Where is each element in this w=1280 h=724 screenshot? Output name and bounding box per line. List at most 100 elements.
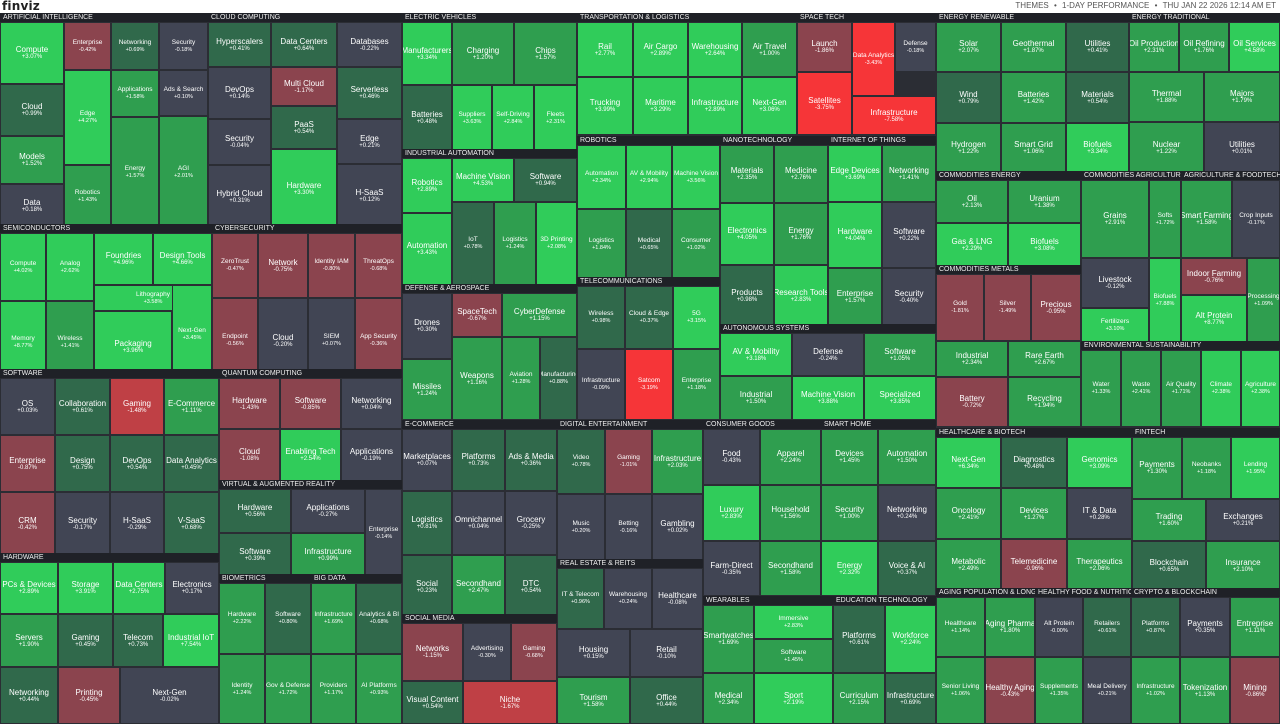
- tile-machine-vision[interactable]: Machine Vision +3.88%: [792, 376, 864, 420]
- tile-waste[interactable]: Waste +2.41%: [1121, 350, 1161, 427]
- tile-processing[interactable]: Processing +1.09%: [1247, 258, 1280, 343]
- tile-hardware[interactable]: Hardware +0.56%: [219, 489, 291, 533]
- tile-cloud[interactable]: Cloud -1.08%: [219, 429, 280, 481]
- tile-software[interactable]: Software +0.80%: [265, 583, 311, 654]
- tile-networks[interactable]: Networks -1.15%: [402, 623, 463, 681]
- tile-it-and-telecom[interactable]: IT & Telecom +0.96%: [557, 568, 604, 629]
- tile-softs[interactable]: Softs +1.72%: [1149, 180, 1181, 258]
- tile-next-gen[interactable]: Next-Gen +3.06%: [742, 77, 797, 135]
- tile-climate[interactable]: Climate +2.38%: [1201, 350, 1241, 427]
- sector-title[interactable]: CONSUMER GOODS: [703, 420, 821, 429]
- tile-enterprise[interactable]: Enterprise -0.87%: [0, 435, 55, 492]
- tile-neobanks[interactable]: Neobanks +1.18%: [1182, 437, 1231, 499]
- tile-launch[interactable]: Launch -1.86%: [797, 22, 852, 72]
- tile-crop-inputs[interactable]: Crop Inputs -0.17%: [1232, 180, 1280, 258]
- tile-energy[interactable]: Energy +1.57%: [111, 117, 159, 228]
- tile-automation[interactable]: Automation +1.50%: [878, 429, 936, 485]
- sector-title[interactable]: SOFTWARE: [0, 369, 219, 378]
- tile-platforms[interactable]: Platforms +0.87%: [1131, 597, 1180, 657]
- tile-robotics[interactable]: Robotics +2.89%: [402, 158, 452, 213]
- sector-title[interactable]: AUTONOMOUS SYSTEMS: [720, 324, 936, 333]
- finviz-logo[interactable]: finviz: [2, 0, 40, 13]
- tile-logistics[interactable]: Logistics +1.24%: [494, 202, 536, 285]
- sector-title[interactable]: QUANTUM COMPUTING: [219, 369, 402, 378]
- tile-metabolic[interactable]: Metabolic +2.49%: [936, 539, 1001, 590]
- sector-title[interactable]: SPACE TECH: [797, 13, 936, 22]
- tile-av-and-mobility[interactable]: AV & Mobility +2.94%: [626, 145, 672, 209]
- tile-serverless[interactable]: Serverless +0.46%: [337, 67, 402, 119]
- tile-infrastructure[interactable]: Infrastructure -0.09%: [577, 349, 625, 420]
- tile-utilities[interactable]: Utilities +0.01%: [1204, 122, 1280, 173]
- tile-battery[interactable]: Battery -0.72%: [936, 377, 1008, 427]
- tile-geothermal[interactable]: Geothermal +1.87%: [1001, 22, 1066, 72]
- tile-models[interactable]: Models +1.52%: [0, 136, 64, 184]
- sector-title[interactable]: EDUCATION TECHNOLOGY: [833, 596, 936, 605]
- tile-h-saas[interactable]: H-SaaS -0.29%: [110, 492, 164, 555]
- sector-title[interactable]: FINTECH: [1132, 428, 1280, 437]
- tile-hybrid-cloud[interactable]: Hybrid Cloud +0.31%: [208, 165, 271, 228]
- sector-title[interactable]: CRYPTO & BLOCKCHAIN: [1131, 588, 1280, 597]
- sector-title[interactable]: WEARABLES: [703, 596, 833, 605]
- tile-satcom[interactable]: Satcom -3.19%: [625, 349, 673, 420]
- tile-networking[interactable]: Networking +1.41%: [882, 145, 936, 202]
- tile-trading[interactable]: Trading +1.60%: [1132, 499, 1206, 541]
- tile-collaboration[interactable]: Collaboration +0.61%: [55, 378, 110, 435]
- tile-grocery[interactable]: Grocery -0.25%: [505, 491, 557, 555]
- tile-infrastructure[interactable]: Infrastructure +1.69%: [311, 583, 356, 654]
- tile-devices[interactable]: Devices +1.45%: [821, 429, 878, 485]
- tile-ads-and-media[interactable]: Ads & Media +0.36%: [505, 429, 557, 491]
- tile-infrastructure[interactable]: Infrastructure +0.99%: [291, 533, 365, 577]
- tile-advertising[interactable]: Advertising -0.30%: [463, 623, 511, 681]
- tile-data-centers[interactable]: Data Centers +2.75%: [113, 562, 165, 614]
- tile-livestock[interactable]: Livestock -0.12%: [1081, 258, 1149, 308]
- tile-air-travel[interactable]: Air Travel +1.00%: [742, 22, 797, 77]
- sector-title[interactable]: SOCIAL MEDIA: [402, 614, 557, 623]
- tile-recycling[interactable]: Recycling +1.94%: [1008, 377, 1081, 427]
- tile-automation[interactable]: Automation +3.43%: [402, 213, 452, 285]
- tile-manufacturing[interactable]: Manufacturing+0.88%: [540, 337, 577, 420]
- tile-cloud-and-edge[interactable]: Cloud & Edge +0.37%: [625, 286, 673, 349]
- tile-security[interactable]: Security -0.40%: [882, 268, 936, 326]
- tile-identity-iam[interactable]: Identity IAM -0.80%: [308, 233, 355, 298]
- tile-3d-printing[interactable]: 3D Printing +2.08%: [536, 202, 577, 285]
- tile-rail[interactable]: Rail +2.77%: [577, 22, 633, 77]
- tile-medical[interactable]: Medical +0.65%: [626, 209, 672, 279]
- tile-av-and-mobility[interactable]: AV & Mobility +3.18%: [720, 333, 792, 376]
- tile-supplements[interactable]: Supplements +1.35%: [1035, 657, 1083, 724]
- tile-omnichannel[interactable]: Omnichannel +0.04%: [452, 491, 505, 555]
- tile-design[interactable]: Design +0.75%: [55, 435, 110, 492]
- tile-tokenization[interactable]: Tokenization +1.13%: [1180, 657, 1230, 724]
- tile-foundries[interactable]: Foundries +4.96%: [94, 233, 153, 285]
- tile-infrastructure[interactable]: Infrastructure -7.58%: [852, 96, 936, 135]
- tile-crm[interactable]: CRM -0.42%: [0, 492, 55, 555]
- tile-platforms[interactable]: Platforms +0.61%: [833, 605, 885, 673]
- sector-title[interactable]: DEFENSE & AEROSPACE: [402, 284, 577, 293]
- tile-servers[interactable]: Servers +1.90%: [0, 614, 58, 667]
- tile-social[interactable]: Social +0.23%: [402, 555, 452, 618]
- tile-sport[interactable]: Sport +2.19%: [754, 673, 833, 724]
- themes-link[interactable]: THEMES: [1015, 1, 1049, 10]
- tile-enterprise[interactable]: Enterprise -0.42%: [64, 22, 111, 70]
- tile-applications[interactable]: Applications +1.58%: [111, 70, 159, 117]
- tile-senior-living[interactable]: Senior Living +1.06%: [936, 657, 985, 724]
- tile-robotics[interactable]: Robotics +1.43%: [64, 165, 111, 228]
- sector-title[interactable]: INDUSTRIAL AUTOMATION: [402, 149, 577, 158]
- sector-title[interactable]: COMMODITIES METALS: [936, 265, 1081, 274]
- tile-marketplaces[interactable]: Marketplaces +0.07%: [402, 429, 452, 491]
- tile-office[interactable]: Office +0.44%: [630, 677, 703, 724]
- tile-video[interactable]: Video +0.78%: [557, 429, 605, 494]
- sector-title[interactable]: HARDWARE: [0, 553, 219, 562]
- tile-e-commerce[interactable]: E-Commerce +1.11%: [164, 378, 219, 435]
- sector-title[interactable]: HEALTHY FOOD & NUTRITIO: [1035, 588, 1131, 597]
- tile-logistics[interactable]: Logistics +1.84%: [577, 209, 626, 279]
- tile-os[interactable]: OS +0.03%: [0, 378, 55, 435]
- tile-water[interactable]: Water +1.33%: [1081, 350, 1121, 427]
- tile-rare-earth[interactable]: Rare Earth +2.67%: [1008, 341, 1081, 377]
- tile-hyperscalers[interactable]: Hyperscalers +0.41%: [208, 22, 271, 67]
- tile-enterprise[interactable]: Enterprise +1.57%: [828, 268, 882, 326]
- sector-title[interactable]: CLOUD COMPUTING: [208, 13, 402, 22]
- tile-drones[interactable]: Drones +0.30%: [402, 293, 452, 359]
- tile-applications[interactable]: Applications -0.19%: [341, 429, 402, 481]
- tile-thermal[interactable]: Thermal +1.88%: [1129, 72, 1204, 122]
- tile-diagnostics[interactable]: Diagnostics +0.48%: [1001, 437, 1067, 488]
